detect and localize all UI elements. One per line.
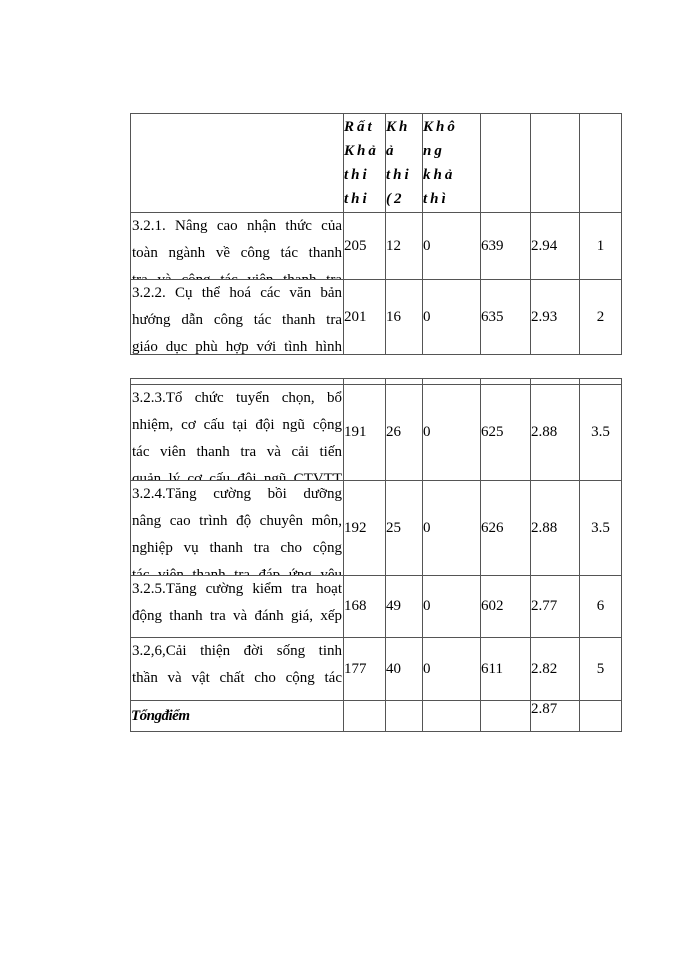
table-row: 3.2.4.Tăng cường bồi dưỡng nâng cao trình… — [130, 480, 622, 576]
header-not-feasible: Khô ng khả thì — [422, 113, 481, 213]
cell-rank: 6 — [579, 575, 622, 638]
cell-feasible: 12 — [385, 212, 423, 280]
total-mean: 2.87 — [530, 700, 580, 732]
cell-not-feasible: 0 — [422, 637, 481, 701]
cell-feasible: 16 — [385, 279, 423, 355]
header-blank — [130, 113, 344, 213]
table-row: 3.2.3.Tổ chức tuyển chọn, bổ nhiệm, cơ cấ… — [130, 384, 622, 481]
header-blank — [480, 113, 531, 213]
cell-total: 602 — [480, 575, 531, 638]
cell-total: 639 — [480, 212, 531, 280]
cell-not-feasible: 0 — [422, 575, 481, 638]
row-description: 3.2.4.Tăng cường bồi dưỡng nâng cao trình… — [132, 486, 342, 575]
cell-mean: 2.93 — [530, 279, 580, 355]
cell-very-feasible: 177 — [343, 637, 386, 701]
table-row: 3.2.1. Nâng cao nhận thức của toàn ngành … — [130, 212, 622, 280]
cell-rank: 3.5 — [579, 480, 622, 576]
cell-mean: 2.88 — [530, 384, 580, 481]
cell-total: 635 — [480, 279, 531, 355]
cell-not-feasible: 0 — [422, 480, 481, 576]
cell-total: 611 — [480, 637, 531, 701]
cell-feasible: 40 — [385, 637, 423, 701]
cell-very-feasible: 205 — [343, 212, 386, 280]
cell-mean: 2.88 — [530, 480, 580, 576]
cell-rank: 2 — [579, 279, 622, 355]
header-feasible: Kh ả thi (2 — [385, 113, 423, 213]
row-description: 3.2,6,Cải thiện đời sống tinh thần và vật… — [132, 643, 342, 686]
cell-very-feasible: 191 — [343, 384, 386, 481]
header-blank — [579, 113, 622, 213]
cell-mean: 2.94 — [530, 212, 580, 280]
cell-not-feasible: 0 — [422, 279, 481, 355]
cell-rank: 3.5 — [579, 384, 622, 481]
total-label: Tổngđiểm — [130, 700, 344, 732]
table-row: 3.2,6,Cải thiện đời sống tinh thần và vật… — [130, 637, 622, 701]
cell-very-feasible: 201 — [343, 279, 386, 355]
cell-rank: 5 — [579, 637, 622, 701]
cell-mean: 2.77 — [530, 575, 580, 638]
row-description: 3.2.5.Tăng cường kiểm tra hoạt động thanh… — [132, 581, 342, 624]
evaluation-table-part-1: Rất Khả thi thi Kh ả thi (2 Khô ng khả thì 3.2.1.… — [130, 113, 622, 355]
header-very-feasible: Rất Khả thi thi — [343, 113, 386, 213]
cell-very-feasible: 192 — [343, 480, 386, 576]
table-row: 3.2.5.Tăng cường kiểm tra hoạt động thanh… — [130, 575, 622, 638]
cell-feasible: 49 — [385, 575, 423, 638]
cell-not-feasible: 0 — [422, 212, 481, 280]
row-description: 3.2.3.Tổ chức tuyển chọn, bổ nhiệm, cơ cấ… — [132, 390, 342, 480]
cell-mean: 2.82 — [530, 637, 580, 701]
cell-very-feasible: 168 — [343, 575, 386, 638]
row-description: 3.2.1. Nâng cao nhận thức của toàn ngành … — [132, 218, 342, 279]
cell-feasible: 25 — [385, 480, 423, 576]
cell-total: 626 — [480, 480, 531, 576]
header-row: Rất Khả thi thi Kh ả thi (2 Khô ng khả thì — [130, 113, 622, 213]
cell-rank: 1 — [579, 212, 622, 280]
cell-total: 625 — [480, 384, 531, 481]
header-blank — [530, 113, 580, 213]
table-row: 3.2.2. Cụ thể hoá các văn bản hướng dẫn c… — [130, 279, 622, 355]
evaluation-table-part-2: 3.2.3.Tổ chức tuyển chọn, bổ nhiệm, cơ cấ… — [130, 378, 622, 732]
cell-not-feasible: 0 — [422, 384, 481, 481]
total-row: Tổngđiểm 2.87 — [130, 700, 622, 732]
cell-feasible: 26 — [385, 384, 423, 481]
row-description: 3.2.2. Cụ thể hoá các văn bản hướng dẫn c… — [132, 285, 342, 354]
